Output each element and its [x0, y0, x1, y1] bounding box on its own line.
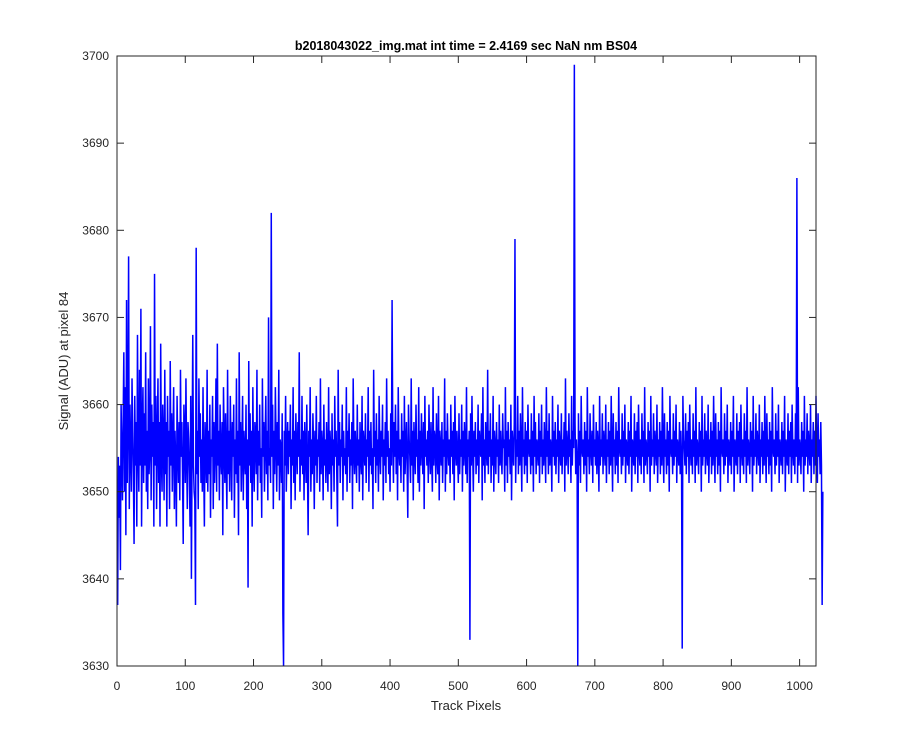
x-axis: 0 100 200 300 400 500 600 700 800 900 1000 — [114, 56, 813, 693]
x-tick-label: 1000 — [786, 679, 813, 693]
plot-frame — [116, 55, 817, 667]
series-line-0 — [116, 64, 824, 667]
x-tick-label: 900 — [721, 679, 741, 693]
plot-area — [116, 64, 824, 667]
y-tick-label: 3630 — [82, 659, 109, 673]
y-axis: 3630 3640 3650 3660 3670 3680 3690 3700 — [82, 49, 816, 673]
y-tick-label: 3660 — [82, 398, 109, 412]
y-tick-label: 3640 — [82, 572, 109, 586]
y-tick-label: 3680 — [82, 223, 109, 237]
x-tick-label: 700 — [585, 679, 605, 693]
x-tick-label: 100 — [175, 679, 195, 693]
x-tick-label: 300 — [312, 679, 332, 693]
x-tick-label: 200 — [244, 679, 264, 693]
plot-background — [117, 56, 816, 666]
y-axis-label: Signal (ADU) at pixel 84 — [56, 292, 71, 431]
chart-title: b2018043022_img.mat int time = 2.4169 se… — [295, 39, 637, 53]
x-tick-label: 800 — [653, 679, 673, 693]
y-tick-label: 3670 — [82, 310, 109, 324]
x-axis-label: Track Pixels — [431, 698, 502, 713]
x-tick-label: 600 — [517, 679, 537, 693]
x-tick-label: 500 — [448, 679, 468, 693]
x-tick-label: 400 — [380, 679, 400, 693]
x-tick-label: 0 — [114, 679, 121, 693]
y-tick-label: 3700 — [82, 49, 109, 63]
y-tick-label: 3650 — [82, 485, 109, 499]
y-tick-label: 3690 — [82, 136, 109, 150]
